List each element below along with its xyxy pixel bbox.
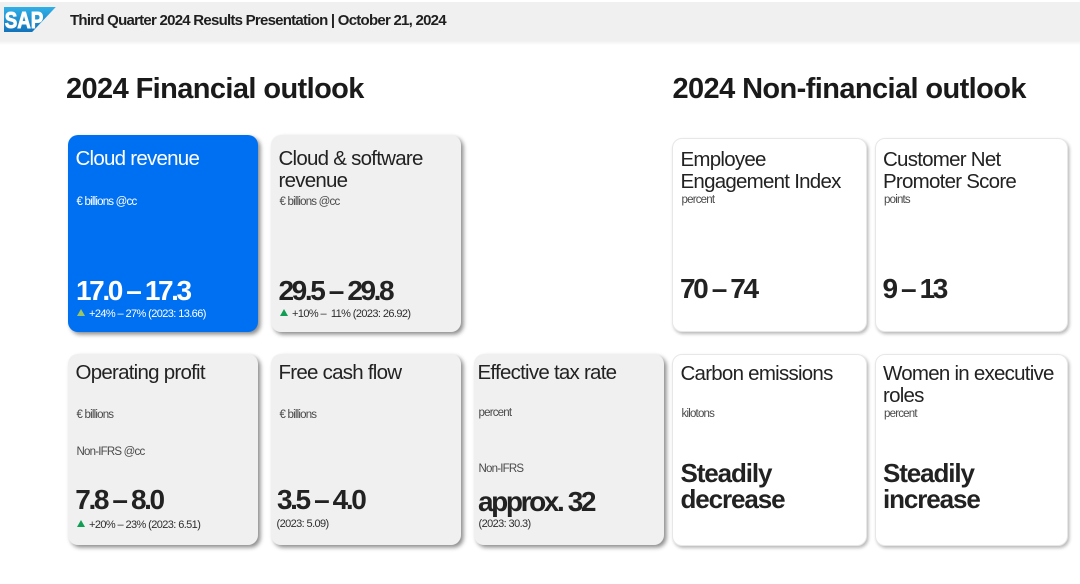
svg-text:SAP: SAP — [4, 7, 43, 33]
